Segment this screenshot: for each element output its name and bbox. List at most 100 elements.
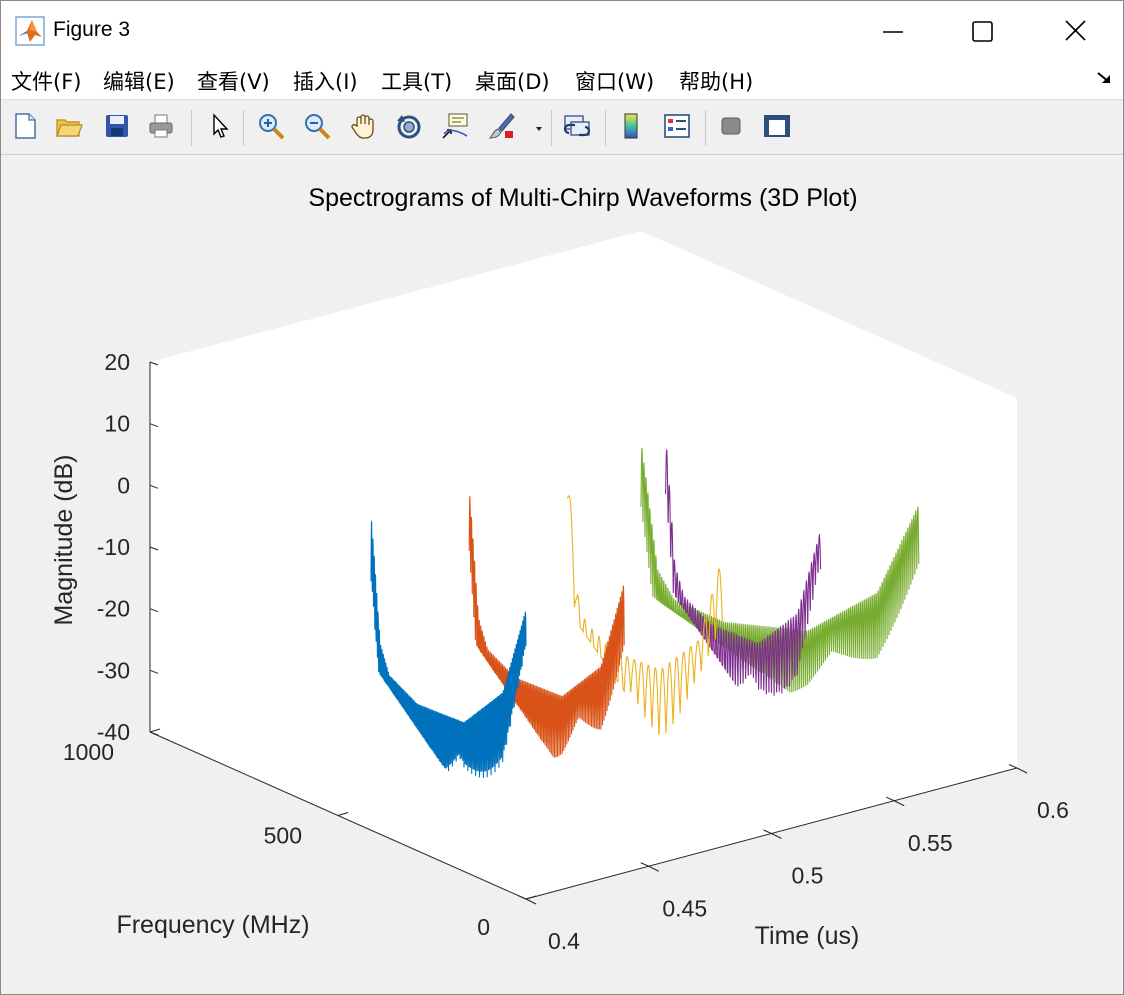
- chevron-down-icon: [536, 127, 542, 131]
- data-cursor-button[interactable]: [437, 108, 473, 144]
- menu-window[interactable]: 窗口(W): [575, 70, 655, 94]
- y-tick-label: 500: [264, 823, 302, 849]
- toolbar-separator: [551, 110, 552, 146]
- x-tick-label: 0.6: [1037, 797, 1069, 823]
- z-axis-label: Magnitude (dB): [50, 455, 78, 626]
- y-tick-label: 1000: [63, 739, 114, 765]
- x-tick-label: 0.45: [662, 895, 707, 921]
- x-axis-label: Time (us): [755, 922, 860, 950]
- toolbar: [1, 99, 1123, 155]
- show-plot-tools-button[interactable]: [759, 108, 795, 144]
- colorbar-icon: [624, 113, 638, 139]
- menu-file[interactable]: 文件(F): [11, 70, 82, 94]
- new-figure-button[interactable]: [7, 108, 43, 144]
- z-tick-mark: [149, 731, 159, 736]
- z-tick-label: 0: [117, 472, 130, 498]
- hide-plot-tools-button[interactable]: [713, 108, 749, 144]
- series-line-4: [665, 448, 822, 696]
- minimize-button[interactable]: [841, 1, 935, 63]
- zoom-out-icon: [305, 114, 331, 140]
- pointer-button[interactable]: [201, 108, 237, 144]
- zoom-in-icon: [259, 114, 285, 140]
- z-tick-mark: [149, 361, 159, 366]
- axes-background: [150, 231, 1017, 899]
- menu-insert[interactable]: 插入(I): [293, 70, 358, 94]
- toolbar-separator: [243, 110, 244, 146]
- z-tick-label: -40: [97, 719, 130, 745]
- show-plot-tools-icon: [764, 115, 790, 137]
- menu-tools[interactable]: 工具(T): [381, 70, 453, 94]
- x-tick-mark: [648, 865, 659, 872]
- x-tick-label: 0.5: [792, 863, 824, 889]
- y-tick-mark: [149, 728, 161, 733]
- minimize-icon: [883, 31, 903, 33]
- matlab-logo-icon: [15, 16, 45, 46]
- window-title: Figure 3: [53, 18, 131, 41]
- y-tick-mark: [525, 895, 537, 900]
- save-icon: [106, 115, 128, 137]
- x-tick-mark: [894, 800, 905, 807]
- menu-edit[interactable]: 编辑(E): [103, 70, 175, 94]
- z-tick-mark: [149, 423, 159, 428]
- z-tick-label: 10: [104, 411, 130, 437]
- pan-button[interactable]: [345, 108, 381, 144]
- menu-view[interactable]: 查看(V): [197, 70, 270, 94]
- chart-3d-axes[interactable]: 0.4 0.45 0.5 0.55 0.6 0 500 1000-40 -30 -20 -10 0 10…: [1, 154, 1123, 994]
- close-icon: [1065, 20, 1086, 41]
- print-icon: [149, 114, 173, 138]
- title-bar: Figure 3: [1, 1, 1123, 63]
- maximize-button[interactable]: [935, 1, 1029, 63]
- x-tick-label: 0.55: [908, 830, 953, 856]
- zoom-out-button[interactable]: [299, 108, 335, 144]
- menu-help[interactable]: 帮助(H): [679, 70, 754, 94]
- z-tick-mark: [149, 484, 159, 489]
- maximize-icon: [972, 21, 993, 42]
- chart-title: Spectrograms of Multi-Chirp Waveforms (3…: [308, 184, 857, 212]
- x-tick-mark: [886, 796, 895, 802]
- series-line-2: [468, 495, 625, 758]
- z-tick-mark: [149, 669, 159, 674]
- new-figure-icon: [15, 113, 36, 139]
- z-tick-label: -30: [97, 657, 130, 683]
- data-cursor-icon: [442, 113, 468, 139]
- rotate-3d-button[interactable]: [391, 108, 427, 144]
- toolbar-separator: [605, 110, 606, 146]
- brush-icon: [488, 113, 515, 139]
- rotate-3d-icon: [397, 115, 421, 139]
- menu-desktop[interactable]: 桌面(D): [475, 70, 550, 94]
- z-tick-mark: [149, 546, 159, 551]
- close-button[interactable]: [1029, 1, 1123, 63]
- y-tick-mark: [337, 812, 349, 816]
- x-tick-mark: [771, 833, 782, 839]
- z-tick-label: 20: [104, 349, 130, 375]
- z-tick-label: -10: [97, 534, 130, 560]
- x-tick-label: 0.4: [548, 928, 580, 954]
- z-tick-mark: [149, 608, 159, 613]
- series-line-3: [566, 495, 723, 736]
- toolbar-separator: [705, 110, 706, 146]
- brush-dropdown-button[interactable]: [527, 108, 549, 144]
- brush-button[interactable]: [483, 108, 519, 144]
- x-tick-mark: [1008, 764, 1018, 769]
- toolbar-separator: [191, 110, 192, 146]
- menu-bar: 文件(F) 编辑(E) 查看(V) 插入(I) 工具(T) 桌面(D) 窗口(W…: [1, 63, 1123, 99]
- pointer-icon: [213, 113, 229, 138]
- link-plot-icon: [563, 115, 591, 137]
- zoom-in-button[interactable]: [253, 108, 289, 144]
- legend-button[interactable]: [659, 108, 695, 144]
- x-tick-mark: [640, 862, 649, 867]
- pan-icon: [351, 114, 374, 139]
- save-button[interactable]: [99, 108, 135, 144]
- open-file-icon: [56, 119, 83, 137]
- dock-figure-icon[interactable]: [1095, 69, 1113, 87]
- y-tick-label: 0: [477, 914, 490, 940]
- colorbar-button[interactable]: [613, 108, 649, 144]
- z-tick-label: -20: [97, 596, 130, 622]
- y-axis-label: Frequency (MHz): [116, 911, 309, 939]
- print-button[interactable]: [143, 108, 179, 144]
- link-plot-button[interactable]: [559, 108, 595, 144]
- hide-plot-tools-icon: [721, 117, 741, 135]
- open-file-button[interactable]: [51, 108, 87, 144]
- x-tick-mark: [1016, 767, 1028, 774]
